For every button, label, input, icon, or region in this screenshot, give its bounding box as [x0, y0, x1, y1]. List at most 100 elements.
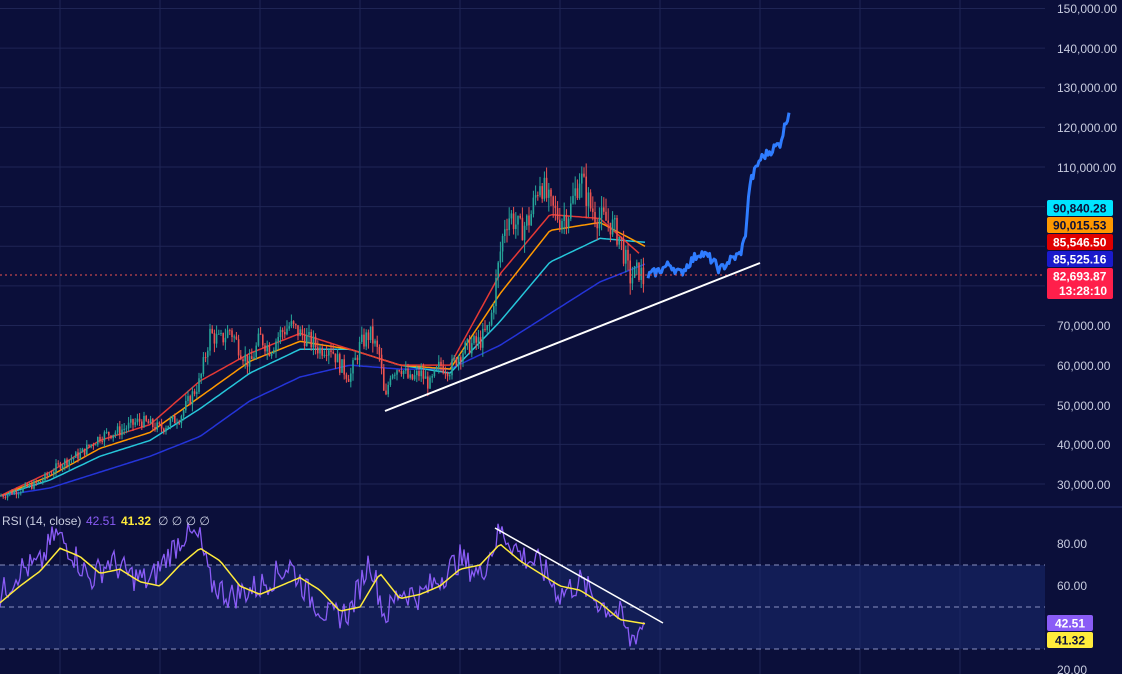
candle-body — [211, 328, 213, 334]
candle-body — [451, 359, 453, 376]
candle-body — [354, 357, 356, 361]
rsi-resistance-trendline[interactable] — [494, 527, 664, 624]
candle-body — [11, 491, 13, 495]
candle-body — [611, 219, 614, 235]
price-axis-label: 50,000.00 — [1057, 399, 1111, 413]
candle-body — [552, 196, 554, 206]
candle-body — [477, 337, 480, 343]
candle-body — [295, 323, 297, 326]
candle-body — [147, 420, 150, 424]
candle-body — [301, 329, 304, 336]
candle-body — [220, 333, 222, 335]
candle-body — [563, 214, 565, 221]
candle-body — [24, 483, 26, 488]
candle-body — [504, 229, 506, 236]
candle-body — [262, 334, 264, 346]
candle-body — [576, 188, 579, 199]
price-badge-current: 82,693.87 13:28:10 — [1047, 268, 1113, 299]
candle-body — [39, 481, 42, 483]
candle-body — [270, 353, 273, 356]
candle-body — [618, 236, 620, 245]
candle-body — [328, 350, 330, 356]
candle-body — [50, 474, 53, 476]
candle-body — [363, 334, 365, 347]
candle-body — [352, 360, 354, 374]
candle-body — [292, 321, 295, 324]
candle-body — [314, 336, 317, 348]
candle-body — [438, 361, 440, 368]
candle-body — [176, 423, 178, 425]
candle-body — [163, 428, 165, 432]
candle-body — [506, 229, 508, 231]
rsi-axis[interactable]: 80.00 60.00 20.00 — [1057, 537, 1087, 674]
rsi-axis-label: 60.00 — [1057, 579, 1087, 593]
candle-body — [127, 422, 130, 429]
candle-body — [145, 415, 147, 421]
candle-body — [55, 463, 57, 472]
candle-body — [614, 217, 616, 220]
price-axis[interactable]: 150,000.00 140,000.00 130,000.00 120,000… — [1057, 2, 1117, 492]
candle-body — [189, 396, 191, 405]
candle-body — [466, 338, 469, 343]
candle-body — [361, 334, 363, 342]
candle-body — [66, 459, 68, 466]
rsi-badge: 42.51 — [1047, 615, 1093, 631]
candle-body — [130, 419, 132, 423]
candle-body — [31, 483, 33, 489]
candle-body — [473, 336, 475, 344]
candle-body — [42, 480, 44, 482]
candle-body — [380, 354, 383, 369]
candle-body — [435, 367, 438, 370]
candle-body — [534, 195, 537, 198]
price-axis-label: 40,000.00 — [1057, 438, 1111, 452]
candle-body — [479, 337, 482, 348]
candle-body — [482, 328, 484, 348]
candle-body — [400, 371, 403, 375]
candle-body — [638, 262, 640, 281]
candle-body — [22, 487, 24, 493]
candle-body — [515, 224, 517, 230]
candle-body — [288, 326, 290, 329]
candle-body — [493, 306, 495, 313]
candle-body — [75, 452, 77, 458]
candle-body — [244, 354, 246, 362]
candle-body — [284, 332, 286, 335]
candle-body — [490, 312, 493, 325]
candle-body — [350, 373, 352, 382]
price-badge-ema-fast: 85,546.50 — [1047, 234, 1113, 250]
price-support-trendline[interactable] — [384, 262, 761, 412]
candle-body — [138, 418, 141, 422]
rsi-panel-background — [0, 564, 1045, 650]
candle-body — [196, 391, 198, 394]
badge-label: 90,840.28 — [1053, 202, 1107, 216]
price-axis-label: 30,000.00 — [1057, 478, 1111, 492]
candle-body — [0, 495, 2, 497]
candle-body — [356, 357, 359, 361]
candle-body — [429, 377, 431, 389]
badge-bg — [1047, 251, 1113, 267]
candle-body — [33, 481, 35, 489]
candle-body — [297, 325, 299, 336]
candle-body — [530, 214, 532, 226]
candle-body — [248, 356, 251, 367]
rsi-legend[interactable]: RSI (14, close) 42.51 41.32 ∅ ∅ ∅ ∅ — [2, 514, 210, 528]
candle-body — [616, 217, 618, 245]
candle-body — [394, 374, 396, 376]
candle-body — [336, 354, 339, 363]
candle-body — [149, 419, 152, 424]
candle-body — [385, 390, 387, 395]
candle-body — [255, 345, 257, 358]
candle-body — [101, 441, 103, 443]
candle-body — [156, 422, 158, 430]
price-axis-label: 130,000.00 — [1057, 81, 1117, 95]
candle-body — [187, 396, 189, 401]
candle-body — [323, 354, 326, 356]
price-badge-ema-long: 85,525.16 — [1047, 251, 1113, 267]
rsi-badges: 42.51 41.32 — [1047, 615, 1093, 648]
candle-body — [112, 434, 114, 439]
candle-body — [409, 374, 411, 378]
candle-body — [121, 429, 123, 436]
candle-body — [264, 345, 266, 352]
badge-bg — [1047, 632, 1093, 648]
badge-bg — [1047, 234, 1113, 250]
